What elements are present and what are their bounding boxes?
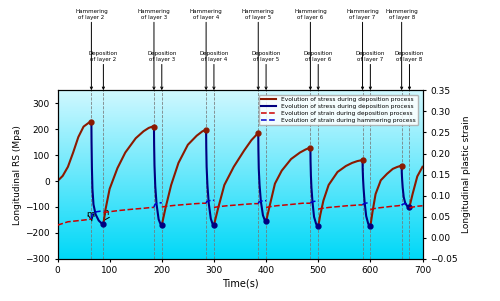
Y-axis label: Longitudinal plastic strain: Longitudinal plastic strain xyxy=(462,116,471,233)
Text: Deposition
of layer 8: Deposition of layer 8 xyxy=(395,51,424,89)
Text: Deposition
of layer 2: Deposition of layer 2 xyxy=(88,51,118,89)
Text: Hammering
of layer 2: Hammering of layer 2 xyxy=(75,9,108,89)
Text: Deposition
of layer 6: Deposition of layer 6 xyxy=(304,51,333,89)
Legend: Evolution of stress during deposition process, Evolution of stress during deposi: Evolution of stress during deposition pr… xyxy=(259,95,418,125)
Text: Deposition
of layer 3: Deposition of layer 3 xyxy=(147,51,176,89)
Text: Deposition
of layer 7: Deposition of layer 7 xyxy=(356,51,385,89)
Text: n: n xyxy=(104,208,108,217)
Text: Hammering
of layer 6: Hammering of layer 6 xyxy=(294,9,327,89)
Text: Deposition
of layer 5: Deposition of layer 5 xyxy=(252,51,281,89)
X-axis label: Time(s): Time(s) xyxy=(222,278,258,288)
Text: Hammering
of layer 7: Hammering of layer 7 xyxy=(346,9,379,89)
Text: Hammering
of layer 3: Hammering of layer 3 xyxy=(138,9,170,89)
Y-axis label: Longitudinal RS (Mpa): Longitudinal RS (Mpa) xyxy=(14,125,22,225)
Text: Deposition
of layer 4: Deposition of layer 4 xyxy=(199,51,228,89)
Text: m: m xyxy=(86,210,94,219)
Text: Hammering
of layer 4: Hammering of layer 4 xyxy=(190,9,222,89)
Text: Hammering
of layer 8: Hammering of layer 8 xyxy=(386,9,418,89)
Text: Hammering
of layer 5: Hammering of layer 5 xyxy=(242,9,274,89)
